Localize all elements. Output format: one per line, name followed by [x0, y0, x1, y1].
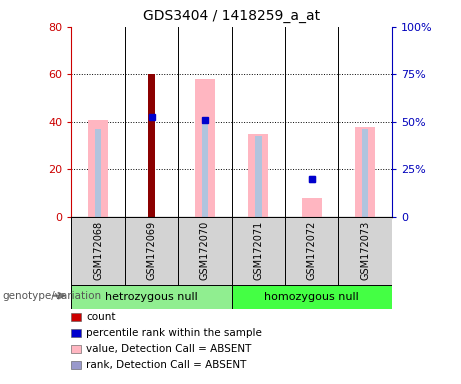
- Text: hetrozygous null: hetrozygous null: [105, 292, 198, 302]
- Bar: [255, 136, 261, 217]
- Bar: [231, 285, 392, 309]
- Text: value, Detection Call = ABSENT: value, Detection Call = ABSENT: [86, 344, 252, 354]
- Text: count: count: [86, 312, 116, 322]
- Bar: [95, 129, 101, 217]
- Bar: [88, 119, 108, 217]
- Bar: [148, 74, 155, 217]
- Text: genotype/variation: genotype/variation: [2, 291, 101, 301]
- Bar: [362, 129, 368, 217]
- Bar: [71, 285, 231, 309]
- Title: GDS3404 / 1418259_a_at: GDS3404 / 1418259_a_at: [143, 9, 320, 23]
- Text: GSM172073: GSM172073: [360, 220, 370, 280]
- Bar: [195, 79, 215, 217]
- Text: GSM172071: GSM172071: [254, 220, 263, 280]
- Text: GSM172069: GSM172069: [147, 220, 157, 280]
- Text: homozygous null: homozygous null: [264, 292, 359, 302]
- Text: rank, Detection Call = ABSENT: rank, Detection Call = ABSENT: [86, 360, 247, 370]
- Text: GSM172072: GSM172072: [307, 220, 317, 280]
- Bar: [285, 217, 338, 286]
- Bar: [202, 119, 208, 217]
- Bar: [301, 198, 322, 217]
- Bar: [178, 217, 231, 286]
- Bar: [125, 217, 178, 286]
- Bar: [338, 217, 392, 286]
- Bar: [248, 134, 268, 217]
- Text: percentile rank within the sample: percentile rank within the sample: [86, 328, 262, 338]
- Bar: [355, 127, 375, 217]
- Text: GSM172068: GSM172068: [93, 220, 103, 280]
- Bar: [71, 217, 125, 286]
- Text: GSM172070: GSM172070: [200, 220, 210, 280]
- Bar: [231, 217, 285, 286]
